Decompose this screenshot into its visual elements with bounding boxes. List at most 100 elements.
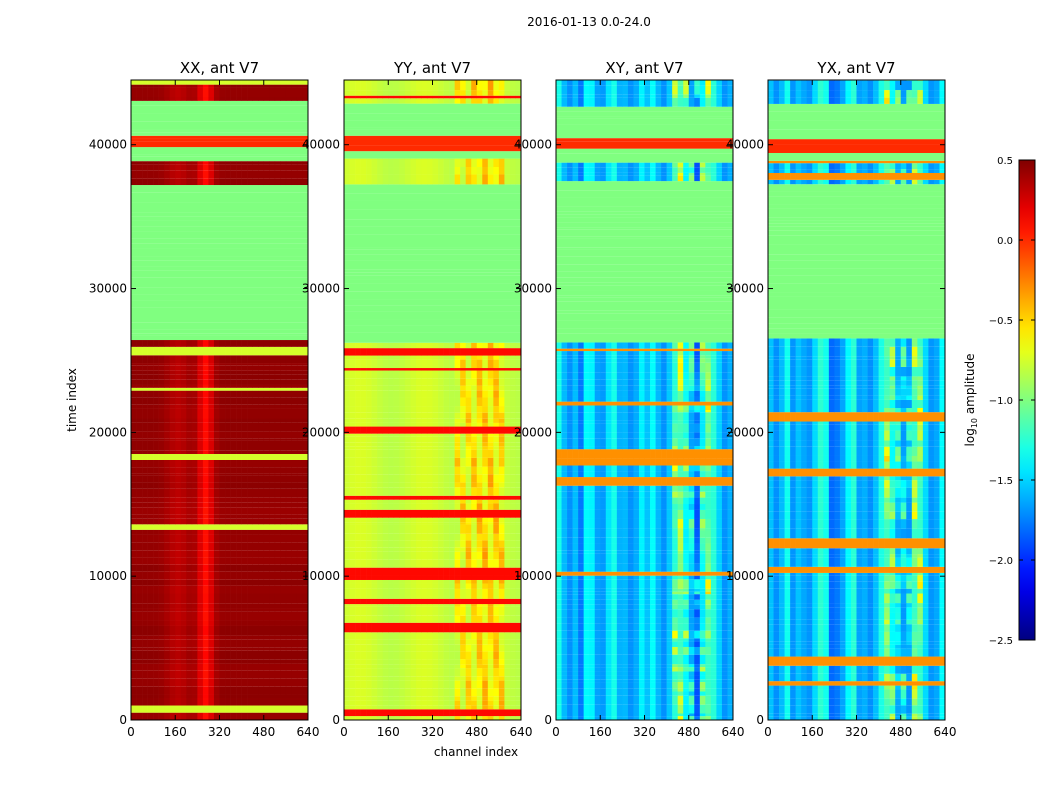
heatmap-cell	[355, 705, 361, 710]
heatmap-cell	[230, 440, 237, 451]
heatmap-cell	[504, 700, 511, 706]
heatmap-cell	[360, 509, 367, 518]
heatmap-cell	[438, 716, 444, 720]
heatmap-cell	[509, 80, 516, 91]
heatmap-cell	[594, 679, 601, 683]
heatmap-cell	[191, 473, 198, 476]
heatmap-cell	[142, 579, 148, 586]
heatmap-cell	[296, 694, 303, 698]
heatmap-cell	[344, 533, 350, 541]
heatmap-cell	[454, 700, 461, 706]
heatmap-cell	[432, 368, 439, 371]
heatmap-cell	[280, 603, 287, 609]
heatmap-cell	[487, 522, 494, 525]
heatmap-cell	[432, 397, 439, 407]
heatmap-cell	[241, 579, 248, 586]
heatmap-cell	[208, 161, 215, 165]
heatmap-cell	[186, 80, 193, 85]
heatmap-cell	[388, 567, 395, 576]
heatmap-cell	[285, 370, 292, 375]
heatmap-cell	[509, 615, 516, 623]
heatmap-cell	[432, 474, 439, 483]
heatmap-cell	[498, 524, 505, 534]
heatmap-cell	[344, 397, 350, 407]
heatmap-cell	[672, 691, 678, 696]
heatmap-cell	[366, 385, 372, 391]
heatmap-cell	[515, 575, 522, 580]
heatmap-cell	[399, 474, 406, 483]
heatmap-cell	[426, 422, 433, 427]
heatmap-cell	[388, 639, 395, 645]
heatmap-cell	[360, 709, 367, 717]
heatmap-cell	[136, 663, 143, 671]
heatmap-cell	[142, 639, 148, 648]
heatmap-cell	[355, 436, 361, 443]
heatmap-cell	[208, 571, 215, 580]
heatmap-cell	[147, 579, 154, 586]
heatmap-cell	[504, 487, 511, 496]
heatmap-cell	[186, 534, 193, 543]
heatmap-cell	[426, 644, 433, 652]
heatmap-cell	[263, 374, 270, 380]
heatmap-cell	[219, 370, 226, 375]
heatmap-cell	[263, 340, 270, 347]
heatmap-cell	[382, 390, 389, 398]
heatmap-cell	[263, 635, 270, 640]
heatmap-cell	[164, 170, 171, 179]
heatmap-cell	[147, 678, 154, 687]
heatmap-cell	[426, 174, 433, 185]
heatmap-cell	[426, 378, 433, 386]
heatmap-cell	[415, 639, 422, 645]
heatmap-cell	[449, 575, 455, 580]
heatmap-cell	[274, 473, 281, 476]
heatmap-cell	[136, 529, 143, 535]
heatmap-cell	[208, 603, 215, 609]
heatmap-cell	[236, 497, 242, 503]
heatmap-cell	[213, 438, 220, 441]
heatmap-cell	[269, 87, 276, 97]
heatmap-cell	[274, 678, 281, 687]
heatmap-cell	[230, 379, 237, 385]
heatmap-cell	[471, 499, 478, 504]
heatmap-cell	[633, 691, 640, 696]
heatmap-cell	[263, 603, 270, 609]
heatmap-cell	[393, 442, 400, 447]
heatmap-cell	[471, 412, 478, 419]
heatmap-cell	[349, 167, 356, 175]
heatmap-cell	[291, 507, 298, 515]
heatmap-cell	[175, 379, 182, 385]
heatmap-cell	[164, 450, 171, 454]
heatmap-cell	[515, 503, 522, 510]
heatmap-cell	[482, 668, 489, 677]
heatmap-cell	[449, 705, 455, 710]
heatmap-cell	[600, 713, 607, 717]
heatmap-cell	[219, 161, 226, 165]
heatmap-cell	[164, 422, 171, 432]
heatmap-cell	[296, 379, 303, 385]
heatmap-cell	[274, 514, 281, 519]
heatmap-cell	[421, 676, 428, 681]
heatmap-cell	[175, 374, 182, 380]
heatmap-cell	[344, 466, 350, 475]
heatmap-cell	[694, 679, 701, 683]
heatmap-cell	[699, 664, 706, 668]
heatmap-cell	[633, 695, 640, 705]
heatmap-cell	[509, 559, 516, 568]
heatmap-cell	[136, 678, 143, 687]
heatmap-cell	[280, 524, 287, 530]
heatmap-cell	[727, 716, 734, 720]
heatmap-cell	[382, 639, 389, 645]
heatmap-cell	[147, 178, 154, 186]
heatmap-cell	[366, 80, 372, 91]
heatmap-cell	[421, 668, 428, 677]
heatmap-cell	[296, 450, 303, 454]
heatmap-cell	[247, 467, 253, 474]
x-tick-label: 160	[164, 725, 187, 739]
heatmap-cell	[622, 654, 629, 665]
heatmap-cell	[186, 524, 193, 530]
heatmap-cell	[169, 404, 176, 409]
heatmap-cell	[302, 514, 309, 519]
heatmap-cell	[410, 457, 417, 467]
heatmap-cell	[208, 438, 215, 441]
heatmap-cell	[191, 431, 198, 439]
